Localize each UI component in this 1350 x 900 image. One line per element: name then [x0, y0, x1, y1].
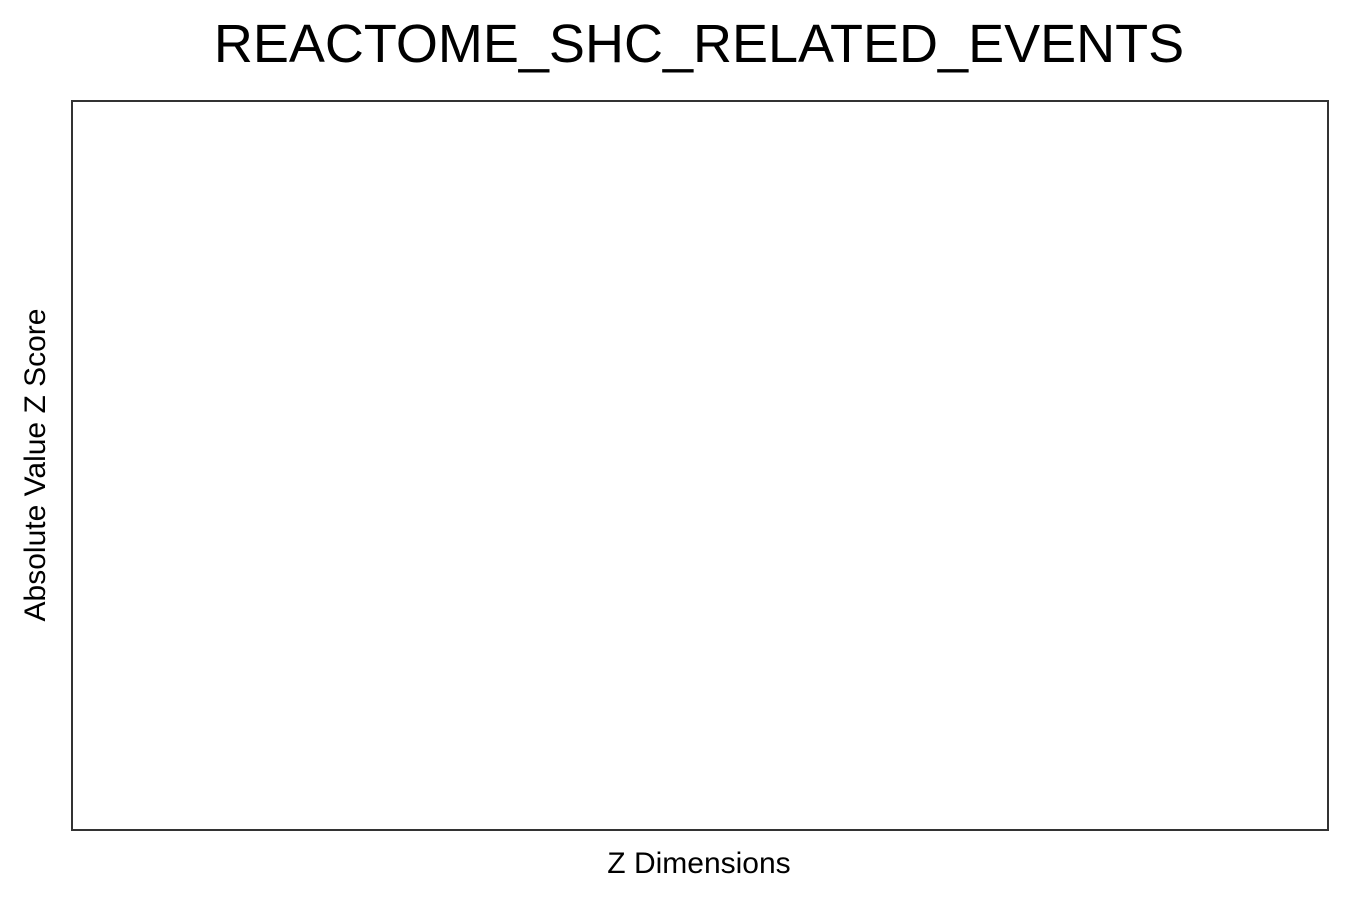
x-axis-label: Z Dimensions: [607, 847, 791, 880]
y-axis-label: Absolute Value Z Score: [19, 308, 52, 622]
chart-title: REACTOME_SHC_RELATED_EVENTS: [213, 14, 1185, 74]
plot-area: [71, 100, 1329, 831]
